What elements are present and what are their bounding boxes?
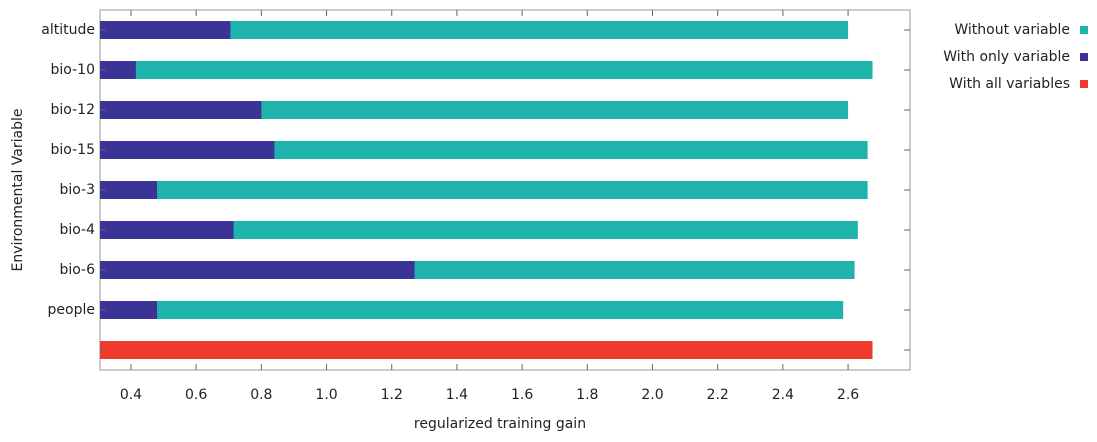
legend-swatch [1080, 80, 1088, 88]
legend-swatch [1080, 26, 1088, 34]
bar [100, 261, 415, 279]
x-tick-label: 0.6 [185, 387, 207, 403]
x-tick-label: 1.6 [511, 387, 533, 403]
bar [100, 181, 158, 199]
x-tick-label: 1.4 [446, 387, 468, 403]
legend-label: Without variable [954, 22, 1070, 38]
x-tick-label: 1.2 [381, 387, 403, 403]
bar [100, 101, 262, 119]
bar [100, 21, 849, 39]
bar [100, 221, 858, 239]
x-tick-label: 2.6 [837, 387, 859, 403]
y-tick-label: people [48, 302, 95, 318]
bar [100, 301, 158, 319]
y-tick-label: bio-10 [51, 62, 95, 78]
x-axis-label: regularized training gain [414, 416, 586, 432]
bar [100, 61, 873, 79]
legend-label: With all variables [949, 76, 1070, 92]
legend-label: With only variable [943, 49, 1070, 65]
bar [100, 221, 234, 239]
y-tick-label: bio-6 [59, 262, 95, 278]
y-tick-label: bio-4 [59, 222, 95, 238]
y-tick-label: bio-3 [59, 182, 95, 198]
bar [100, 141, 275, 159]
bar [100, 301, 844, 319]
y-tick-label: bio-15 [51, 142, 95, 158]
y-tick-label: altitude [41, 22, 95, 38]
bar [100, 341, 873, 359]
y-tick-label: bio-12 [51, 102, 95, 118]
bar [100, 61, 136, 79]
bar [100, 181, 868, 199]
bar [100, 141, 868, 159]
bar [100, 21, 231, 39]
x-tick-label: 1.8 [576, 387, 598, 403]
x-tick-label: 0.4 [120, 387, 142, 403]
legend-swatch [1080, 53, 1088, 61]
x-tick-label: 0.8 [250, 387, 272, 403]
x-tick-label: 2.0 [641, 387, 663, 403]
x-tick-label: 2.2 [707, 387, 729, 403]
x-tick-label: 1.0 [315, 387, 337, 403]
x-tick-label: 2.4 [772, 387, 794, 403]
bar [100, 101, 849, 119]
y-axis-label: Environmental Variable [10, 109, 26, 272]
